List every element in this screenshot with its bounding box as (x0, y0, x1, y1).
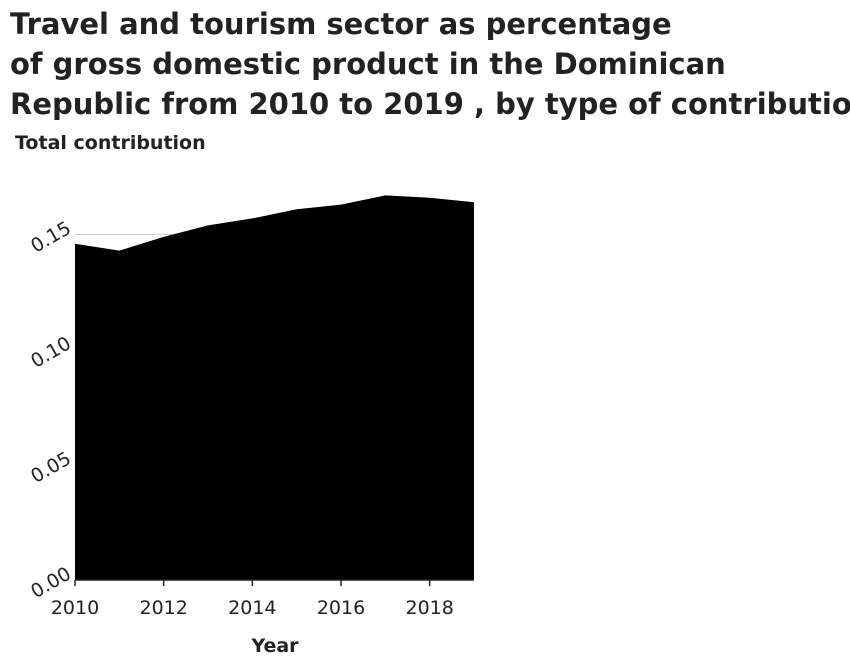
x-tick-label-2018: 2018 (405, 597, 453, 619)
x-tick-label-2014: 2014 (228, 597, 276, 619)
y-tick-label-2: 0.10 (27, 332, 75, 372)
area-series (75, 195, 474, 581)
x-axis-label: Year (250, 635, 299, 657)
chart-title-line-2: of gross domestic product in the Dominic… (10, 47, 726, 81)
x-tick-label-2012: 2012 (139, 597, 187, 619)
chart-title: Travel and tourism sector as percentage … (10, 4, 850, 124)
y-axis-label: Total contribution (15, 132, 206, 154)
chart-title-line-3: Republic from 2010 to 2019 , by type of … (10, 87, 850, 121)
x-tick-labels: 2010 2012 2014 2016 2018 (51, 597, 454, 619)
x-tick-label-2016: 2016 (317, 597, 365, 619)
y-tick-label-1: 0.05 (27, 448, 75, 488)
chart-title-line-1: Travel and tourism sector as percentage (10, 7, 672, 41)
x-tick-label-2010: 2010 (51, 597, 99, 619)
axes (74, 579, 474, 586)
y-tick-label-3: 0.15 (27, 217, 75, 257)
y-tick-labels: 0.000.050.100.15 (27, 217, 75, 603)
